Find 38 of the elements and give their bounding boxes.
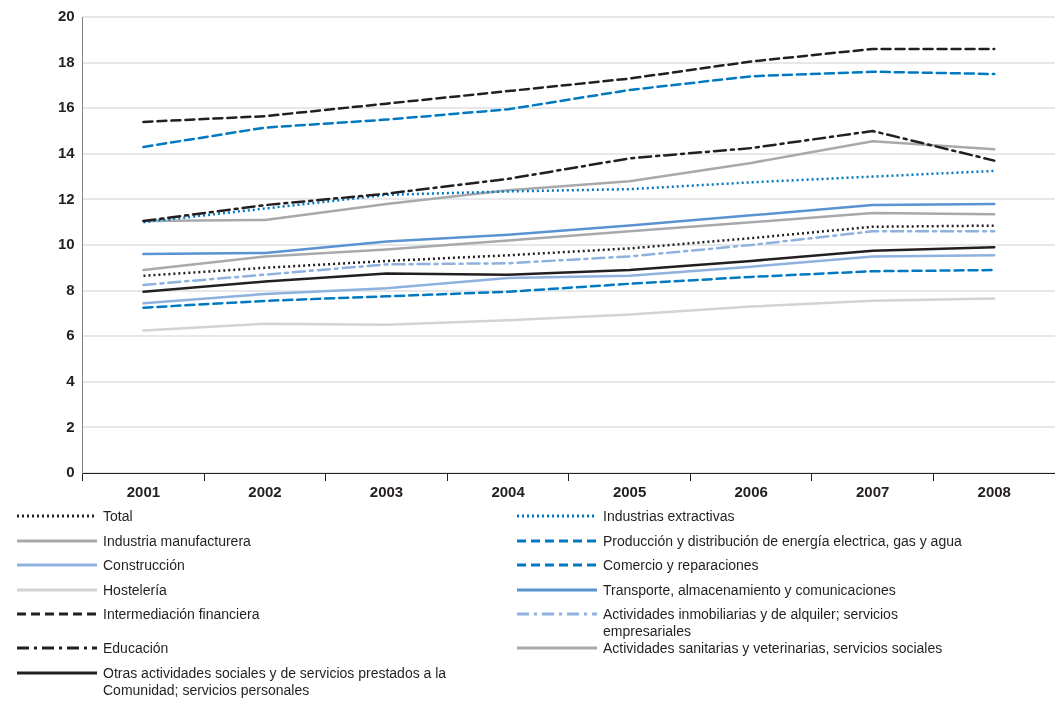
y-tick-label: 2 bbox=[66, 417, 75, 435]
legend-label: Construcción bbox=[103, 557, 186, 574]
x-tick-label: 2006 bbox=[734, 483, 768, 501]
legend-label: Educación bbox=[103, 640, 170, 657]
line-series bbox=[142, 224, 996, 278]
legend-label: Industrias extractivas bbox=[603, 508, 736, 525]
line-series bbox=[142, 169, 996, 224]
y-tick-label: 20 bbox=[58, 7, 75, 25]
line-series bbox=[142, 47, 996, 124]
y-tick-label: 8 bbox=[66, 280, 75, 298]
y-tick-label: 6 bbox=[66, 326, 75, 344]
x-tick-label: 2004 bbox=[491, 483, 526, 501]
x-tick-label: 2001 bbox=[126, 483, 161, 501]
legend-label: Actividades sanitarias y veterinarias, servicios sociales bbox=[603, 640, 944, 657]
x-tick-label: 2007 bbox=[856, 483, 890, 501]
x-tick-label: 2002 bbox=[248, 483, 282, 501]
legend-label: Transporte, almacenamiento y comunicaciones bbox=[603, 581, 897, 599]
x-tick-label: 2005 bbox=[612, 483, 647, 501]
legend-label: Producción y distribución de energía electrica, gas y agua bbox=[603, 532, 963, 550]
y-tick-label: 16 bbox=[58, 98, 75, 116]
line-series bbox=[142, 230, 996, 287]
y-tick-label: 0 bbox=[66, 463, 75, 481]
y-tick-label: 14 bbox=[58, 143, 76, 161]
legend-label: Total bbox=[103, 508, 134, 525]
legend-label: Actividades inmobiliarias y de alquiler; servicios empresariales bbox=[603, 606, 899, 640]
line-series bbox=[142, 70, 996, 149]
line-series bbox=[142, 268, 996, 309]
y-tick-label: 12 bbox=[58, 189, 75, 207]
legend-label: Hostelería bbox=[103, 581, 168, 599]
legend-label: Intermediación financiera bbox=[103, 606, 261, 623]
x-tick-label: 2008 bbox=[977, 483, 1011, 501]
legend-label: Industria manufacturera bbox=[103, 532, 252, 550]
y-tick-label: 18 bbox=[58, 52, 75, 70]
legend-label: Otras actividades sociales y de servicios prestados a la Comunidad; servicios personales bbox=[103, 664, 448, 699]
legend-label: Comercio y reparaciones bbox=[603, 557, 760, 574]
x-tick-label: 2003 bbox=[369, 483, 404, 501]
y-tick-label: 10 bbox=[58, 235, 75, 253]
y-tick-label: 4 bbox=[66, 371, 76, 389]
